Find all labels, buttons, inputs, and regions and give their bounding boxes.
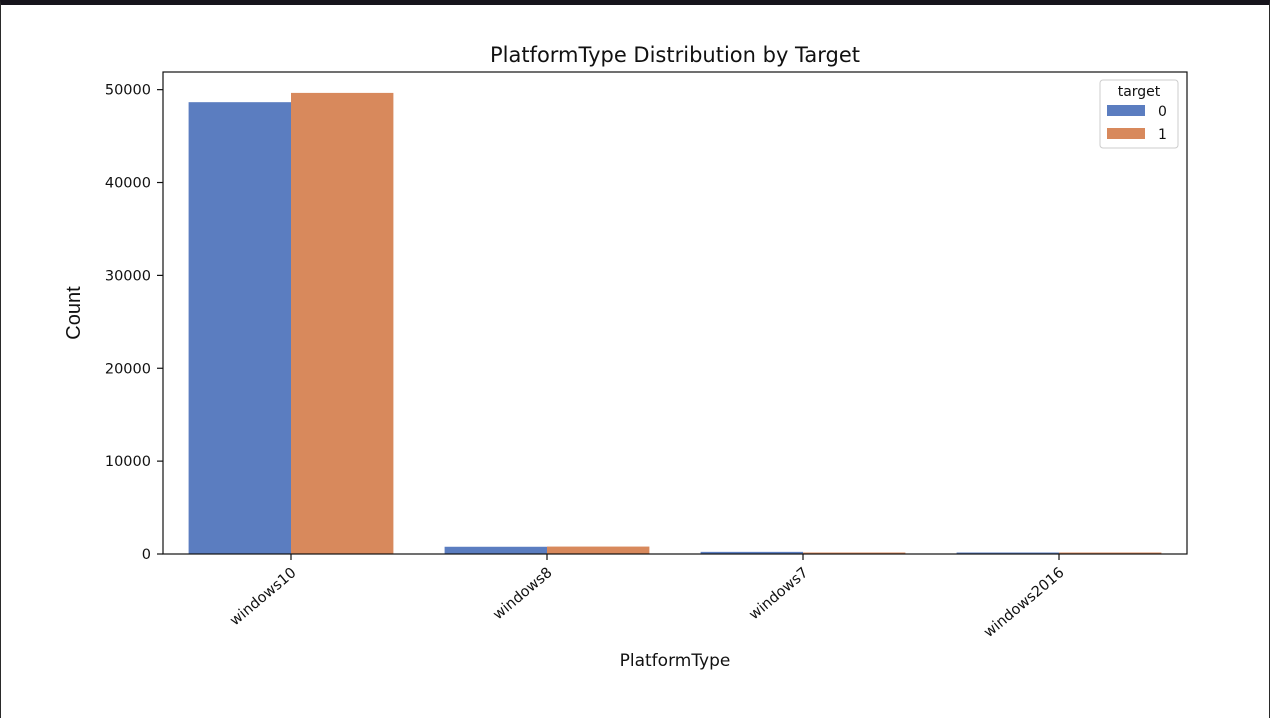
bar-windows2016-target-0 — [956, 552, 1059, 554]
legend-label-0: 0 — [1158, 104, 1167, 120]
y-tick-label: 40000 — [105, 176, 151, 192]
legend-swatch-0 — [1107, 105, 1145, 116]
legend-title: target — [1118, 84, 1161, 100]
chart-title: PlatformType Distribution by Target — [490, 43, 860, 67]
bar-windows7-target-0 — [700, 551, 803, 554]
y-tick-label: 50000 — [105, 83, 151, 99]
legend-label-1: 1 — [1158, 127, 1167, 143]
x-tick-label-windows10: windows10 — [227, 565, 299, 629]
bar-windows2016-target-1 — [1059, 552, 1162, 554]
x-tick-label-windows7: windows7 — [746, 565, 811, 623]
y-tick-label: 20000 — [105, 361, 151, 377]
x-tick-label-windows2016: windows2016 — [981, 565, 1067, 641]
legend-swatch-1 — [1107, 128, 1145, 139]
y-axis-label: Count — [63, 286, 85, 340]
bars-layer — [188, 92, 1162, 555]
legend: target 0 1 — [1099, 79, 1179, 149]
y-tick-label: 0 — [142, 547, 151, 563]
bar-windows7-target-1 — [803, 552, 906, 554]
plot-area-frame — [162, 71, 1188, 555]
bar-windows8-target-0 — [444, 546, 547, 554]
x-axis: windows10 windows8 windows7 windows2016 — [227, 554, 1068, 641]
y-axis: 0 10000 20000 30000 40000 50000 — [105, 83, 163, 563]
y-tick-label: 10000 — [105, 454, 151, 470]
x-tick-label-windows8: windows8 — [490, 565, 555, 623]
x-axis-label: PlatformType — [620, 651, 731, 671]
bar-windows8-target-1 — [547, 546, 650, 554]
bar-windows10-target-0 — [188, 102, 291, 555]
bar-windows10-target-1 — [291, 92, 394, 555]
y-tick-label: 30000 — [105, 268, 151, 284]
